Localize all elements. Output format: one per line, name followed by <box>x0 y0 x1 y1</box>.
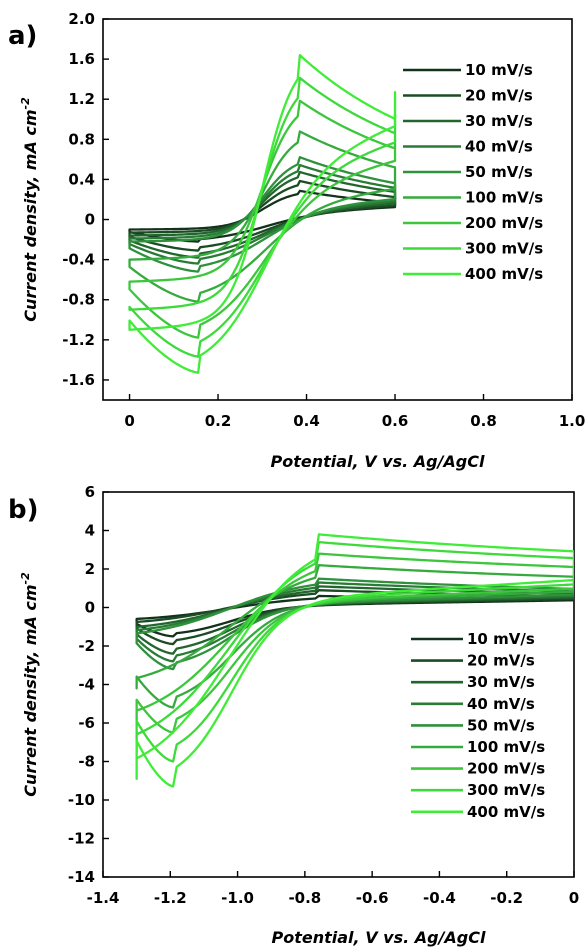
y-tick-label: 0.4 <box>68 170 95 188</box>
series-line <box>128 163 397 265</box>
panel-label: a) <box>8 21 37 51</box>
series-line <box>135 533 574 788</box>
y-tick-label: -8 <box>78 753 95 771</box>
legend-entry: 50 mV/s <box>465 163 533 181</box>
panel-b: b) -1.4 -1.2 -1.0 -0.8 -0.6 -0.4 -0.2 0 6 4 2 0 -2 -4 -… <box>8 483 579 947</box>
series-line <box>128 179 397 252</box>
x-tick-label: -0.8 <box>288 889 321 907</box>
x-tick-label: -0.4 <box>423 889 456 907</box>
legend-entry: 300 mV/s <box>465 240 543 258</box>
x-tick-label: -0.6 <box>356 889 389 907</box>
legend: 10 mV/s 20 mV/s 30 mV/s 40 mV/s 50 mV/s 100 m… <box>411 630 545 821</box>
legend-entry: 30 mV/s <box>467 673 535 691</box>
y-axis-label: Current density, mA cm-2 <box>19 572 40 797</box>
legend-entry: 20 mV/s <box>467 652 535 670</box>
x-axis-label: Potential, V vs. Ag/AgCl <box>272 928 486 947</box>
y-tick-label: 0 <box>85 211 95 229</box>
y-tick-label: -2 <box>78 637 95 655</box>
y-tick-label: 0 <box>85 599 95 617</box>
legend: 10 mV/s 20 mV/s 30 mV/s 40 mV/s 50 mV/s 100 m… <box>403 61 543 283</box>
legend-entry: 30 mV/s <box>465 112 533 130</box>
y-tick-label: 6 <box>85 483 95 501</box>
x-tick-label: 0.4 <box>293 412 320 430</box>
x-tick-label: -0.2 <box>490 889 523 907</box>
legend-entry: 50 mV/s <box>467 716 535 734</box>
y-tick-label: -1.2 <box>62 331 95 349</box>
legend-entry: 300 mV/s <box>467 781 545 799</box>
series-line <box>128 54 397 374</box>
y-axis-label: Current density, mA cm-2 <box>19 97 40 322</box>
legend-entry: 200 mV/s <box>465 214 543 232</box>
y-tick-label: -0.8 <box>62 291 95 309</box>
x-tick-label: -1.2 <box>154 889 187 907</box>
y-tick-label: 1.2 <box>68 90 95 108</box>
y-axis-label-superscript: -2 <box>19 572 32 585</box>
legend-entry: 400 mV/s <box>465 265 543 283</box>
y-axis-label-superscript: -2 <box>19 97 32 110</box>
legend-entry: 400 mV/s <box>467 803 545 821</box>
x-tick-label: -1.0 <box>221 889 254 907</box>
legend-entry: 100 mV/s <box>467 738 545 756</box>
y-tick-label: -4 <box>78 676 95 694</box>
series-group <box>135 533 574 788</box>
plot-frame <box>102 18 573 401</box>
series-line <box>128 189 397 243</box>
series-line <box>128 156 397 273</box>
legend-entry: 40 mV/s <box>467 695 535 713</box>
y-tick-label: 2 <box>85 560 95 578</box>
y-tick-label: -6 <box>78 714 95 732</box>
series-line <box>128 76 397 358</box>
y-tick-label: -12 <box>68 830 95 848</box>
x-tick-label: -1.4 <box>87 889 120 907</box>
x-tick-label: 0 <box>569 889 579 907</box>
legend-entry: 200 mV/s <box>467 760 545 778</box>
series-line <box>135 552 574 734</box>
y-tick-label: 1.6 <box>68 50 95 68</box>
y-tick-label: -10 <box>68 791 95 809</box>
y-tick-label: 0.8 <box>68 130 95 148</box>
x-tick-label: 0.2 <box>205 412 232 430</box>
y-tick-label: -0.4 <box>62 251 95 269</box>
y-tick-label: 2.0 <box>68 10 95 28</box>
x-tick-label: 1.0 <box>559 412 586 430</box>
y-tick-label: -14 <box>68 868 95 886</box>
x-tick-label: 0 <box>124 412 134 430</box>
series-line <box>128 99 397 339</box>
series-line <box>128 130 397 303</box>
y-tick-label: 4 <box>85 522 95 540</box>
x-tick-label: 0.8 <box>470 412 497 430</box>
legend-entry: 100 mV/s <box>465 189 543 207</box>
y-tick-label: -1.6 <box>62 371 95 389</box>
legend-entry: 10 mV/s <box>465 61 533 79</box>
panel-label: b) <box>8 495 39 525</box>
legend-entry: 40 mV/s <box>465 138 533 156</box>
x-tick-label: 0.6 <box>382 412 409 430</box>
series-line <box>135 564 574 709</box>
panel-a: a) 0 0.2 0.4 0.6 0.8 1.0 2.0 1.6 1.2 0.8 0.4 0 -0.4 -0… <box>8 10 585 471</box>
legend-entry: 20 mV/s <box>465 87 533 105</box>
x-axis-label: Potential, V vs. Ag/AgCl <box>271 452 485 471</box>
series-group <box>128 54 397 374</box>
legend-entry: 10 mV/s <box>467 630 535 648</box>
